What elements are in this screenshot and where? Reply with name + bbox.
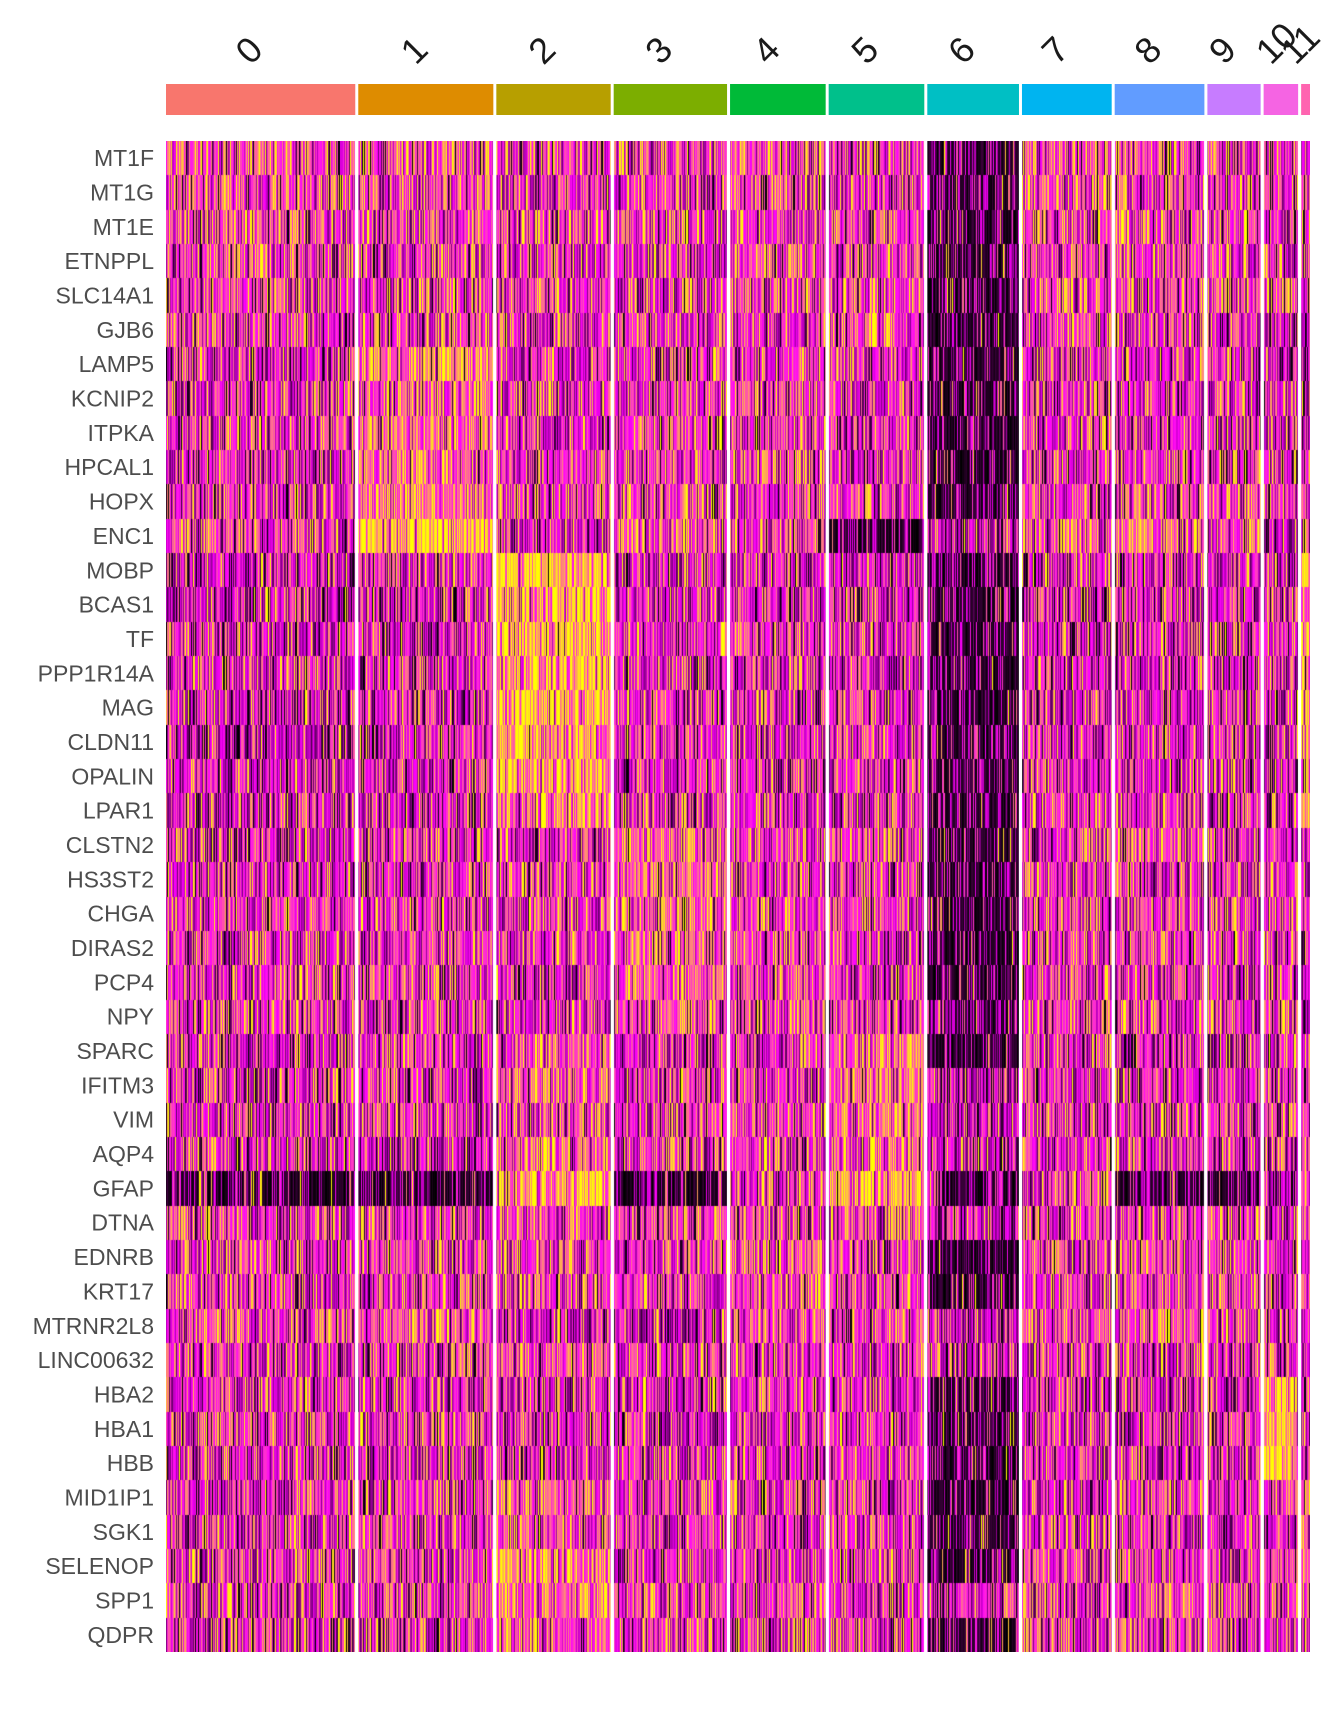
gene-label-krt17: KRT17 [83,1278,154,1304]
gene-label-dtna: DTNA [91,1210,154,1236]
gene-label-mtrnr2l8: MTRNR2L8 [33,1313,154,1339]
cluster-separator [493,141,497,1652]
gene-label-mt1g: MT1G [90,180,154,206]
cluster-color-bar [166,84,1310,115]
cluster-bar-4 [730,84,826,115]
cluster-separator [355,141,359,1652]
gene-label-opalin: OPALIN [71,763,154,789]
gene-label-ppp1r14a: PPP1R14A [38,660,155,686]
cluster-separator [825,141,829,1652]
gene-label-ifitm3: IFITM3 [81,1072,154,1098]
cluster-bar-1 [358,84,494,115]
gene-label-qdpr: QDPR [88,1622,154,1648]
gene-label-mid1ip1: MID1IP1 [65,1484,154,1510]
cluster-bar-6 [927,84,1019,115]
gene-label-ednrb: EDNRB [73,1244,154,1270]
cluster-separator [1204,141,1208,1652]
cluster-bar-5 [828,84,925,115]
gene-label-cldn11: CLDN11 [68,729,155,755]
cluster-separator [924,141,928,1652]
gene-label-hba1: HBA1 [94,1416,154,1442]
gene-label-mt1f: MT1F [94,145,154,171]
gene-labels: MT1F MT1G MT1E ETNPPL SLC14A1 GJB6 LAMP5 KCNIP2… [33,145,155,1648]
gene-label-lamp5: LAMP5 [79,351,154,377]
heatmap-cells [166,141,1310,1652]
gene-label-bcas1: BCAS1 [79,592,154,618]
gene-label-tf: TF [126,626,154,652]
gene-label-slc14a1: SLC14A1 [56,283,154,309]
gene-label-diras2: DIRAS2 [71,935,154,961]
gene-label-hpcal1: HPCAL1 [65,454,154,480]
cluster-bar-8 [1114,84,1205,115]
gene-label-gjb6: GJB6 [96,317,154,343]
gene-label-mt1e: MT1E [93,214,154,240]
gene-label-itpka: ITPKA [88,420,155,446]
gene-label-sparc: SPARC [76,1038,154,1064]
cluster-bar-11 [1301,84,1310,115]
gene-label-npy: NPY [107,1004,154,1030]
cluster-separator [1298,141,1302,1652]
gene-label-hba2: HBA2 [94,1381,154,1407]
gene-label-pcp4: PCP4 [94,969,154,995]
cluster-bar-3 [613,84,728,115]
gene-label-sgk1: SGK1 [93,1519,154,1545]
gene-label-hbb: HBB [107,1450,154,1476]
cluster-separator [1260,141,1264,1652]
cluster-bar-9 [1207,84,1261,115]
gene-label-linc00632: LINC00632 [38,1347,154,1373]
cluster-separator [727,141,731,1652]
cluster-separator [1111,141,1115,1652]
cluster-bar-7 [1021,84,1112,115]
gene-label-mobp: MOBP [86,557,154,583]
gene-label-hopx: HOPX [89,489,154,515]
cluster-separators [355,141,1302,1652]
gene-label-gfap: GFAP [93,1175,154,1201]
gene-label-spp1: SPP1 [95,1587,154,1613]
gene-label-hs3st2: HS3ST2 [67,866,154,892]
gene-label-clstn2: CLSTN2 [66,832,154,858]
cluster-bar-10 [1263,84,1299,115]
gene-label-kcnip2: KCNIP2 [71,386,154,412]
gene-label-vim: VIM [113,1107,154,1133]
gene-label-enc1: ENC1 [93,523,154,549]
gene-label-aqp4: AQP4 [93,1141,155,1167]
gene-label-mag: MAG [102,695,154,721]
gene-label-etnppl: ETNPPL [65,248,155,274]
cluster-bar-2 [496,84,611,115]
cluster-bar-0 [166,84,356,115]
gene-label-lpar1: LPAR1 [83,798,154,824]
gene-label-selenop: SELENOP [45,1553,154,1579]
cluster-separator [1018,141,1022,1652]
gene-label-chga: CHGA [88,901,155,927]
cluster-separator [610,141,614,1652]
